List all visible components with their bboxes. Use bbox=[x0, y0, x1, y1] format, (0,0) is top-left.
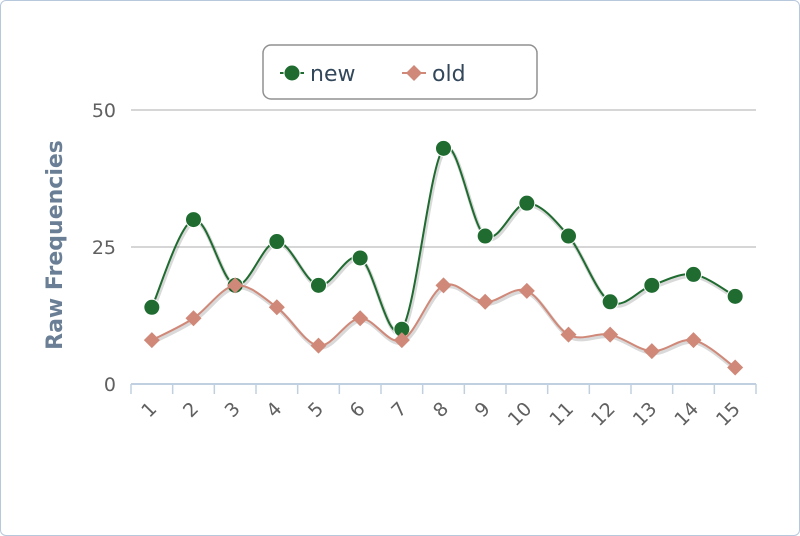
y-tick-label: 0 bbox=[104, 374, 116, 396]
point bbox=[268, 233, 286, 251]
point bbox=[143, 332, 160, 349]
series-line bbox=[150, 145, 736, 333]
line-shadow bbox=[151, 146, 738, 336]
x-tick-label: 14 bbox=[670, 398, 703, 431]
x-tick-label: 11 bbox=[545, 398, 578, 431]
point bbox=[351, 249, 369, 267]
point bbox=[310, 276, 327, 294]
legend-label: old bbox=[432, 62, 466, 87]
point bbox=[393, 332, 410, 349]
point bbox=[352, 310, 369, 327]
point bbox=[310, 337, 327, 354]
x-tick-label: 2 bbox=[179, 398, 203, 422]
point bbox=[185, 310, 202, 327]
point bbox=[185, 211, 202, 229]
point bbox=[560, 326, 577, 343]
point bbox=[727, 359, 744, 376]
x-tick-label: 7 bbox=[387, 398, 411, 422]
point bbox=[435, 139, 452, 157]
point bbox=[227, 277, 244, 294]
point bbox=[435, 277, 452, 294]
point bbox=[643, 343, 660, 360]
y-axis-label: Raw Frequencies bbox=[43, 140, 68, 350]
x-tick-label: 12 bbox=[587, 398, 620, 431]
legend-box bbox=[262, 44, 538, 100]
x-tick-label: 13 bbox=[629, 398, 662, 431]
x-tick-label: 4 bbox=[262, 398, 286, 422]
point bbox=[602, 326, 619, 343]
legend-label: new bbox=[310, 62, 355, 87]
x-tick-label: 6 bbox=[346, 398, 370, 422]
point bbox=[268, 299, 285, 316]
x-tick-label: 8 bbox=[429, 398, 453, 422]
point bbox=[477, 293, 494, 310]
point bbox=[518, 282, 535, 299]
line-shadow bbox=[151, 284, 738, 372]
point bbox=[726, 287, 744, 305]
point bbox=[601, 293, 619, 311]
point bbox=[685, 332, 702, 349]
point bbox=[560, 227, 577, 245]
point bbox=[643, 276, 661, 294]
point bbox=[518, 194, 536, 212]
point bbox=[476, 227, 494, 245]
x-tick-label: 3 bbox=[221, 398, 245, 422]
point bbox=[143, 298, 161, 316]
point bbox=[685, 265, 702, 283]
legend-marker bbox=[406, 65, 422, 81]
x-tick-label: 15 bbox=[712, 398, 745, 431]
series-line bbox=[151, 283, 736, 369]
y-tick-label: 50 bbox=[92, 100, 116, 122]
x-tick-label: 5 bbox=[304, 398, 328, 422]
x-tick-label: 10 bbox=[504, 398, 537, 431]
y-tick-label: 25 bbox=[92, 237, 116, 259]
x-tick-label: 1 bbox=[137, 398, 161, 422]
x-tick-label: 9 bbox=[471, 398, 495, 422]
legend-marker bbox=[283, 64, 301, 82]
